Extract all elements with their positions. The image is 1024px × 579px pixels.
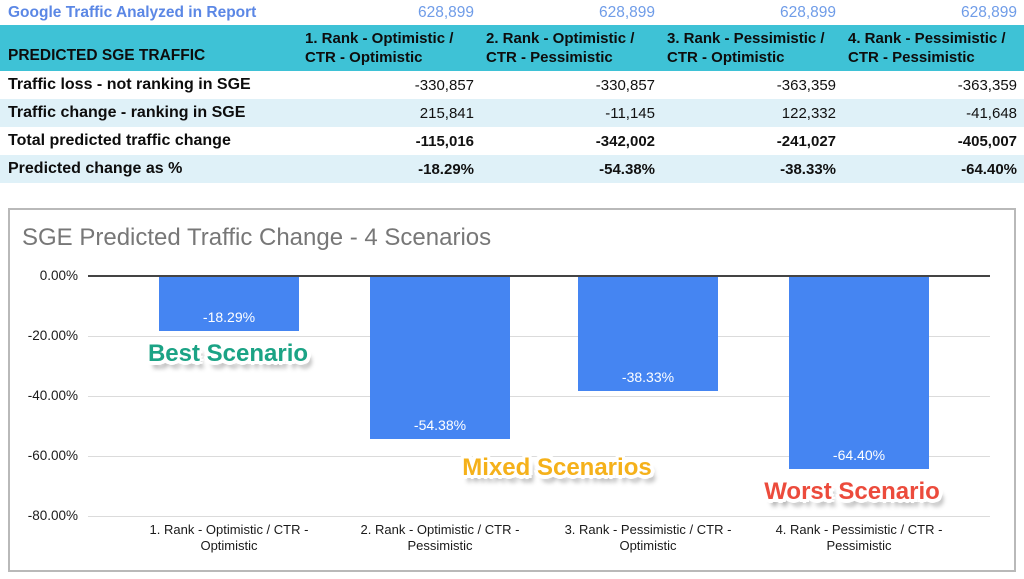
column-header-cell[interactable]: 3. Rank - Pessimistic / CTR - Optimistic <box>667 29 825 67</box>
x-tick-label: 2. Rank - Optimistic / CTR - Pessimistic <box>360 522 520 554</box>
column-header-cell[interactable]: 1. Rank - Optimistic / CTR - Optimistic <box>305 29 454 67</box>
table-row: Predicted change as % -18.29% -54.38% -38.3… <box>0 155 1024 183</box>
gridline <box>88 456 990 457</box>
gridline <box>88 396 990 397</box>
value-cell[interactable]: -54.38% <box>599 160 655 178</box>
annotation-mixed-scenarios: Mixed Scenarios <box>462 454 652 481</box>
traffic-table: Google Traffic Analyzed in Report 628,89… <box>0 0 1024 183</box>
value-cell[interactable]: -363,359 <box>776 76 836 94</box>
value-cell[interactable]: 122,332 <box>781 104 836 122</box>
bar-value-label: -38.33% <box>621 369 675 385</box>
y-tick-label: -80.00% <box>27 508 78 523</box>
x-tick-label: 1. Rank - Optimistic / CTR - Optimistic <box>149 522 309 554</box>
y-tick-label: -20.00% <box>27 328 78 343</box>
value-cell[interactable]: -330,857 <box>414 76 474 94</box>
bar-value-label: -54.38% <box>413 417 467 433</box>
meta-value-cell[interactable]: 628,899 <box>598 3 655 21</box>
y-tick-label: -40.00% <box>27 388 78 403</box>
row-label-cell[interactable]: Traffic change - ranking in SGE <box>8 104 246 121</box>
bar: -64.40% <box>789 276 929 469</box>
table-row: Traffic change - ranking in SGE 215,841 -1… <box>0 99 1024 127</box>
annotation-worst-scenario: Worst Scenario <box>764 478 940 505</box>
zero-axis-line <box>88 275 990 277</box>
annotation-best-scenario: Best Scenario <box>147 340 309 367</box>
plot-area: SGE Predicted Traffic Change - 4 Scenari… <box>10 210 1014 570</box>
table-row: Traffic loss - not ranking in SGE -330,85… <box>0 71 1024 99</box>
value-cell[interactable]: -18.29% <box>418 160 474 178</box>
value-cell[interactable]: -64.40% <box>961 160 1017 178</box>
value-cell[interactable]: -115,016 <box>415 132 474 150</box>
table-body: Traffic loss - not ranking in SGE -330,85… <box>0 71 1024 183</box>
chart-card[interactable]: SGE Predicted Traffic Change - 4 Scenari… <box>8 208 1016 572</box>
table-meta-row: Google Traffic Analyzed in Report 628,89… <box>0 0 1024 25</box>
x-tick-label: 3. Rank - Pessimistic / CTR - Optimistic <box>564 522 732 554</box>
y-tick-label: -60.00% <box>27 448 78 463</box>
row-label-cell[interactable]: Total predicted traffic change <box>8 132 231 149</box>
value-cell[interactable]: -11,145 <box>605 104 655 122</box>
table-header-row: PREDICTED SGE TRAFFIC 1. Rank - Optimist… <box>0 25 1024 71</box>
x-tick-label: 4. Rank - Pessimistic / CTR - Pessimisti… <box>775 522 943 554</box>
column-header-cell[interactable]: 4. Rank - Pessimistic / CTR - Pessimisti… <box>848 29 1006 67</box>
bar: -38.33% <box>578 276 718 391</box>
gridline <box>88 336 990 337</box>
column-header-cell[interactable]: 2. Rank - Optimistic / CTR - Pessimistic <box>486 29 635 67</box>
bar-value-label: -64.40% <box>832 447 886 463</box>
value-cell[interactable]: -41,648 <box>966 104 1017 122</box>
value-cell[interactable]: -38.33% <box>780 160 836 178</box>
value-cell[interactable]: -363,359 <box>957 76 1017 94</box>
table-row: Total predicted traffic change -115,016 -3… <box>0 127 1024 155</box>
value-cell[interactable]: -241,027 <box>776 132 836 150</box>
y-tick-label: 0.00% <box>39 268 78 283</box>
value-cell[interactable]: -330,857 <box>595 76 655 94</box>
bar: -54.38% <box>370 276 510 439</box>
value-cell[interactable]: -405,007 <box>957 132 1017 150</box>
value-cell[interactable]: 215,841 <box>419 104 474 122</box>
bar: -18.29% <box>159 276 299 331</box>
meta-value-cell[interactable]: 628,899 <box>417 3 474 21</box>
table-title-cell[interactable]: PREDICTED SGE TRAFFIC <box>8 46 206 64</box>
row-label-cell[interactable]: Traffic loss - not ranking in SGE <box>8 76 251 93</box>
bar-value-label: -18.29% <box>202 309 256 325</box>
meta-label-cell[interactable]: Google Traffic Analyzed in Report <box>8 3 257 21</box>
meta-value-cell[interactable]: 628,899 <box>960 3 1017 21</box>
gridline <box>88 516 990 517</box>
chart-title: SGE Predicted Traffic Change - 4 Scenari… <box>22 224 492 251</box>
value-cell[interactable]: -342,002 <box>595 132 655 150</box>
meta-value-cell[interactable]: 628,899 <box>779 3 836 21</box>
row-label-cell[interactable]: Predicted change as % <box>8 160 183 177</box>
